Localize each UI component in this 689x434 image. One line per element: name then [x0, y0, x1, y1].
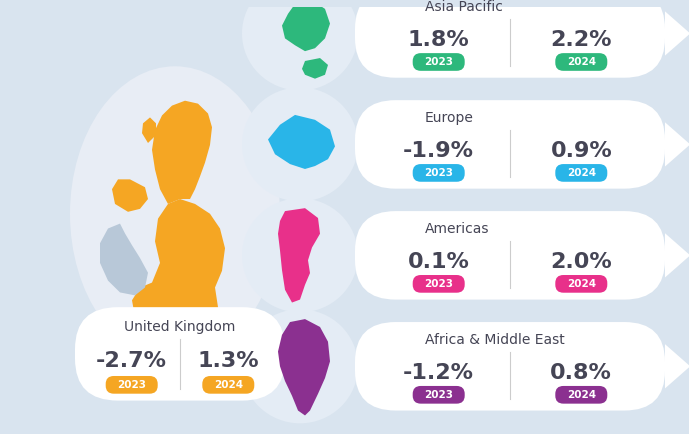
Text: 2024: 2024 [214, 380, 243, 390]
Text: Africa & Middle East: Africa & Middle East [425, 333, 565, 347]
Text: 2023: 2023 [424, 168, 453, 178]
Text: 2023: 2023 [117, 380, 146, 390]
FancyBboxPatch shape [105, 376, 158, 394]
Polygon shape [665, 122, 689, 167]
Text: Europe: Europe [425, 111, 474, 125]
FancyBboxPatch shape [413, 164, 464, 182]
Text: 2023: 2023 [424, 57, 453, 67]
Text: -1.2%: -1.2% [403, 363, 474, 383]
Polygon shape [665, 11, 689, 56]
Text: 2023: 2023 [424, 390, 453, 400]
Text: Americas: Americas [425, 222, 489, 236]
FancyBboxPatch shape [555, 164, 607, 182]
Text: 2024: 2024 [567, 57, 596, 67]
Text: Asia Pacific: Asia Pacific [425, 0, 503, 14]
Ellipse shape [70, 66, 280, 361]
FancyBboxPatch shape [555, 53, 607, 71]
Polygon shape [278, 208, 320, 302]
Text: 2024: 2024 [567, 279, 596, 289]
Polygon shape [100, 224, 148, 296]
Text: -1.9%: -1.9% [403, 141, 474, 161]
FancyBboxPatch shape [203, 376, 254, 394]
Text: 2.2%: 2.2% [551, 30, 612, 50]
Polygon shape [665, 344, 689, 388]
FancyBboxPatch shape [555, 275, 607, 293]
Circle shape [242, 0, 358, 90]
Text: 0.1%: 0.1% [408, 252, 470, 272]
Polygon shape [282, 0, 330, 51]
Polygon shape [142, 118, 156, 143]
Polygon shape [285, 331, 311, 377]
FancyBboxPatch shape [413, 53, 464, 71]
FancyBboxPatch shape [355, 100, 665, 189]
Text: 2024: 2024 [567, 390, 596, 400]
FancyBboxPatch shape [355, 322, 665, 411]
Polygon shape [278, 319, 330, 415]
Circle shape [242, 309, 358, 423]
FancyBboxPatch shape [555, 386, 607, 404]
Text: 0.9%: 0.9% [551, 141, 612, 161]
Text: 2024: 2024 [567, 168, 596, 178]
FancyBboxPatch shape [413, 386, 464, 404]
Polygon shape [112, 179, 148, 212]
Text: 2023: 2023 [424, 279, 453, 289]
Circle shape [242, 198, 358, 312]
Circle shape [242, 87, 358, 201]
Text: United Kingdom: United Kingdom [124, 320, 236, 334]
Polygon shape [665, 233, 689, 277]
Text: -2.7%: -2.7% [96, 351, 167, 371]
Text: 2.0%: 2.0% [551, 252, 612, 272]
Polygon shape [148, 199, 225, 371]
FancyBboxPatch shape [413, 275, 464, 293]
Text: 0.8%: 0.8% [551, 363, 613, 383]
FancyBboxPatch shape [355, 0, 665, 78]
Polygon shape [152, 101, 212, 204]
Polygon shape [302, 58, 328, 79]
FancyBboxPatch shape [75, 307, 285, 401]
Polygon shape [268, 115, 335, 169]
Polygon shape [132, 283, 158, 322]
Text: 1.3%: 1.3% [198, 351, 259, 371]
FancyBboxPatch shape [355, 211, 665, 299]
Text: 1.8%: 1.8% [408, 30, 470, 50]
